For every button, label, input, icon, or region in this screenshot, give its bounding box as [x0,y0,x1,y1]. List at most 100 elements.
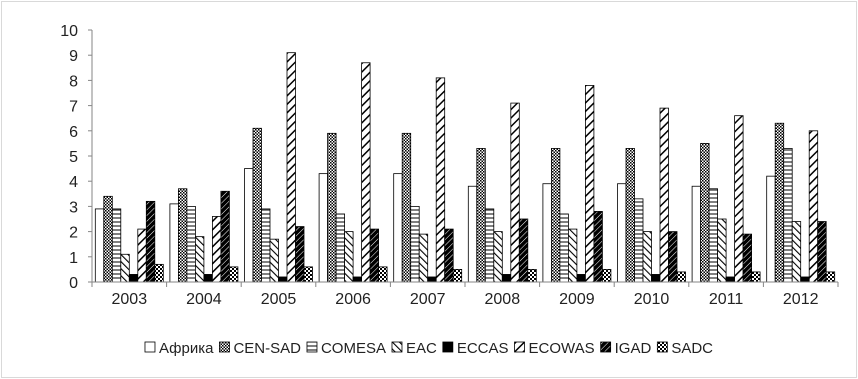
bar-IGAD-2008 [518,218,529,283]
bar-Африка-2012 [766,175,776,283]
bar-ECOWAS-2004 [211,216,222,283]
bar-SADC-2008 [527,268,537,283]
bar-COMESA-2008 [484,208,495,283]
bar-COMESA-2003 [111,208,122,283]
bar-ECOWAS-2011 [734,115,744,283]
y-tick-label: 10 [60,23,78,40]
x-tick-label: 2006 [335,291,371,308]
legend-label: EAC [406,340,437,357]
x-tick-label: 2004 [186,291,222,308]
legend-label: COMESA [321,340,386,357]
bar-ECOWAS-2006 [361,62,371,283]
bar-Африка-2003 [94,208,105,283]
bar-ECCAS-2010 [651,274,661,283]
bar-ECCAS-2005 [278,276,288,283]
bar-Африка-2009 [542,183,552,283]
bar-ECCAS-2011 [725,276,735,283]
legend-label: SADC [671,340,713,357]
bar-Африка-2008 [467,185,478,283]
bar-COMESA-2009 [559,213,569,283]
bar-COMESA-2006 [335,213,346,283]
y-axis: 0 1 2 3 4 5 6 7 8 9 10 [60,23,93,292]
legend-swatch-ECOWAS [514,341,525,353]
y-tick-label: 4 [69,174,78,191]
legend-label: ECCAS [457,340,509,357]
bar-CEN-SAD-2009 [551,148,561,283]
bar-CEN-SAD-2003 [103,195,113,283]
legend-swatch-EAC [391,341,403,353]
legend-swatch-Африка [144,341,156,353]
bar-CEN-SAD-2004 [177,188,188,283]
x-tick-label: 2008 [485,291,521,308]
bar-SADC-2011 [751,271,761,283]
bar-CEN-SAD-2007 [401,132,412,283]
x-tick-label: 2010 [634,291,670,308]
bar-CEN-SAD-2008 [476,148,486,283]
bar-EAC-2008 [493,231,503,283]
bar-CEN-SAD-2005 [252,127,262,283]
legend: Африка CEN-SAD COMESA EAC ECCAS ECOWAS IGAD SAD… [144,340,713,357]
bar-ECCAS-2007 [427,276,437,283]
x-tick-label: 2003 [112,291,148,308]
bar-SADC-2003 [154,263,164,283]
bar-CEN-SAD-2006 [327,132,337,283]
bar-ECOWAS-2003 [137,228,147,283]
bar-Африка-2005 [244,168,254,283]
bar-IGAD-2010 [668,231,678,283]
x-tick-label: 2011 [709,291,744,308]
bar-IGAD-2005 [295,226,305,283]
legend-label: Африка [159,340,214,357]
bar-IGAD-2003 [145,200,156,283]
bar-SADC-2005 [303,266,313,283]
bar-EAC-2004 [194,236,205,283]
bar-EAC-2012 [791,221,802,283]
legend-swatch-COMESA [306,341,318,353]
bar-Африка-2006 [318,173,329,283]
bar-SADC-2009 [602,268,612,283]
bar-ECOWAS-2012 [808,130,819,283]
bar-EAC-2007 [418,233,429,283]
x-tick-label: 2012 [783,291,819,308]
bar-IGAD-2006 [369,228,380,283]
bar-ECCAS-2009 [576,274,586,283]
bar-ECCAS-2012 [800,276,810,283]
bar-COMESA-2012 [783,148,793,283]
bar-IGAD-2011 [742,233,752,283]
bar-Африка-2011 [691,185,701,283]
bar-COMESA-2004 [186,205,196,283]
bar-ECOWAS-2010 [659,107,669,283]
bar-IGAD-2012 [817,221,827,283]
legend-label: CEN-SAD [233,340,301,357]
y-tick-label: 1 [69,250,78,267]
bar-CEN-SAD-2011 [700,142,710,283]
y-tick-label: 3 [69,199,78,216]
bar-COMESA-2011 [708,188,718,283]
bar-SADC-2006 [378,266,388,283]
bar-EAC-2003 [120,253,130,283]
bar-CEN-SAD-2010 [625,148,635,283]
bar-ECOWAS-2007 [435,77,446,283]
bar-Африка-2010 [617,183,627,283]
bar-ECOWAS-2009 [585,85,595,283]
legend-swatch-CEN-SAD [219,341,230,353]
y-tick-label: 8 [69,73,78,90]
bar-EAC-2005 [269,238,279,283]
bar-ECOWAS-2008 [510,102,520,283]
y-tick-label: 0 [69,275,78,292]
bar-ECCAS-2008 [501,274,512,283]
bar-IGAD-2004 [220,190,230,283]
bar-SADC-2012 [825,271,836,283]
bar-Африка-2007 [393,173,403,283]
bar-ECCAS-2006 [352,276,363,283]
bar-series-group [94,52,836,283]
bar-ECOWAS-2005 [286,52,296,283]
bar-COMESA-2010 [634,198,644,283]
bar-IGAD-2009 [593,211,603,283]
bar-COMESA-2005 [261,208,271,283]
bar-SADC-2007 [452,268,463,283]
legend-swatch-IGAD [600,341,612,353]
bar-ECCAS-2003 [128,274,139,283]
legend-label: IGAD [615,340,652,357]
